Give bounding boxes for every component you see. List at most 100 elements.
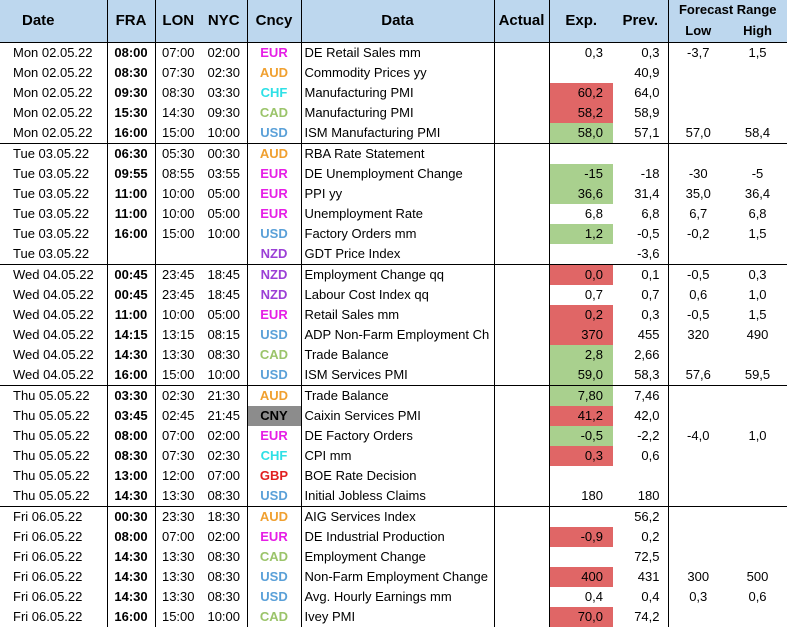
nyc-time-cell: 08:30 <box>207 549 241 564</box>
actual-cell <box>493 204 549 224</box>
expected-cell <box>548 244 613 265</box>
nyc-time-cell: 10:00 <box>207 226 241 241</box>
nyc-time-cell: 10:00 <box>207 609 241 624</box>
forecast-low-cell <box>667 466 728 486</box>
actual-cell <box>493 285 549 305</box>
expected-cell: 0,3 <box>548 42 613 63</box>
date-cell: Tue 03.05.22 <box>13 246 90 261</box>
forecast-high-cell <box>728 486 787 507</box>
fra-time-cell: 14:30 <box>106 547 155 567</box>
table-row: Tue 03.05.22 06:30 05:30 00:30 AUD RBA Rate S… <box>0 143 787 164</box>
actual-cell <box>493 587 549 607</box>
expected-cell: 1,2 <box>548 224 613 244</box>
nyc-time-cell: 02:00 <box>201 42 247 63</box>
forecast-high-cell <box>728 506 787 527</box>
lon-time-cell: 07:30 <box>154 63 201 83</box>
expected-cell: -15 <box>548 164 613 184</box>
actual-cell <box>493 123 549 144</box>
previous-cell: 431 <box>637 569 660 584</box>
currency-cell: AUD <box>246 385 301 406</box>
expected-cell: 400 <box>548 567 613 587</box>
fra-time-cell: 16:00 <box>106 607 155 627</box>
nyc-time-cell: 05:00 <box>207 206 241 221</box>
event-name-cell: DE Unemployment Change <box>300 164 494 184</box>
lon-time-cell: 13:30 <box>154 486 201 507</box>
previous-cell: 57,1 <box>634 125 660 140</box>
fra-time-cell: 11:00 <box>106 305 155 325</box>
expected-cell: -0,9 <box>548 527 613 547</box>
previous-cell <box>613 143 668 164</box>
currency-cell: USD <box>246 567 301 587</box>
lon-time-cell: 10:00 <box>154 305 201 325</box>
previous-cell: 40,9 <box>634 65 660 80</box>
currency-cell: USD <box>246 587 301 607</box>
currency-cell: NZD <box>246 285 301 305</box>
date-cell: Fri 06.05.22 <box>0 506 107 527</box>
forecast-high-cell: 6,8 <box>748 206 767 221</box>
forecast-high-cell: 1,5 <box>748 307 767 322</box>
currency-cell: EUR <box>246 164 301 184</box>
actual-cell <box>493 63 549 83</box>
forecast-low-cell <box>667 547 728 567</box>
fra-time-cell: 09:30 <box>106 83 155 103</box>
fra-time-cell: 13:00 <box>106 466 155 486</box>
event-name-cell: BOE Rate Decision <box>300 466 494 486</box>
table-row: Tue 03.05.22 09:55 08:55 03:55 EUR DE Unemplo… <box>0 164 787 184</box>
header-actual: Actual <box>493 0 549 43</box>
forecast-low-cell <box>667 486 728 507</box>
expected-cell: -0,5 <box>548 426 613 446</box>
expected-cell <box>548 63 613 83</box>
expected-cell <box>548 547 613 567</box>
date-cell: Tue 03.05.22 <box>13 226 90 241</box>
nyc-time-cell: 00:30 <box>201 143 247 164</box>
fra-time-cell: 15:30 <box>106 103 155 123</box>
expected-cell: 0,7 <box>548 285 613 305</box>
date-cell: Thu 05.05.22 <box>13 488 90 503</box>
fra-time-cell: 08:00 <box>106 42 155 63</box>
forecast-low-cell <box>667 385 728 406</box>
event-name-cell: Trade Balance <box>300 345 494 365</box>
fra-time-cell: 08:00 <box>106 426 155 446</box>
previous-cell: -18 <box>640 166 660 181</box>
previous-cell: 74,2 <box>634 609 660 624</box>
table-row: Wed 04.05.22 14:30 13:30 08:30 CAD Trade Bala… <box>0 345 787 365</box>
nyc-time-cell: 08:15 <box>207 327 241 342</box>
previous-cell: 64,0 <box>634 85 660 100</box>
table-row: Fri 06.05.22 00:30 23:30 18:30 AUD AIG Servic… <box>0 506 787 527</box>
table-row: Wed 04.05.22 16:00 15:00 10:00 USD ISM Servic… <box>0 365 787 386</box>
actual-cell <box>493 385 549 406</box>
table-row: Fri 06.05.22 14:30 13:30 08:30 USD Avg. Hourl… <box>0 587 787 607</box>
actual-cell <box>493 365 549 386</box>
forecast-low-cell: 57,0 <box>667 123 728 144</box>
forecast-high-cell: 36,4 <box>744 186 771 201</box>
nyc-time-cell: 07:00 <box>207 468 241 483</box>
currency-cell: USD <box>246 486 301 507</box>
date-cell: Fri 06.05.22 <box>13 529 83 544</box>
currency-cell: USD <box>246 325 301 345</box>
fra-time-cell: 14:30 <box>106 345 155 365</box>
fra-time-cell: 16:00 <box>106 224 155 244</box>
event-name-cell: Labour Cost Index qq <box>300 285 494 305</box>
event-name-cell: Manufacturing PMI <box>300 103 494 123</box>
forecast-low-cell <box>667 83 728 103</box>
expected-cell <box>548 143 613 164</box>
nyc-time-cell: 02:00 <box>207 428 241 443</box>
forecast-low-cell <box>667 506 728 527</box>
event-name-cell: ADP Non-Farm Employment Ch <box>300 325 494 345</box>
forecast-low-cell <box>667 63 728 83</box>
date-cell: Fri 06.05.22 <box>13 549 83 564</box>
lon-time-cell: 07:00 <box>154 527 201 547</box>
currency-cell: NZD <box>246 264 301 285</box>
currency-cell: CHF <box>246 446 301 466</box>
expected-cell: 370 <box>548 325 613 345</box>
currency-cell: AUD <box>246 506 301 527</box>
forecast-high-cell: 0,6 <box>748 589 767 604</box>
lon-time-cell: 13:30 <box>154 567 201 587</box>
fra-time-cell: 14:15 <box>106 325 155 345</box>
forecast-low-cell <box>667 143 728 164</box>
expected-cell: 0,4 <box>548 587 613 607</box>
forecast-high-cell: 59,5 <box>744 367 771 382</box>
fra-time-cell: 08:30 <box>106 63 155 83</box>
forecast-high-cell: 1,0 <box>748 287 767 302</box>
fra-time-cell: 16:00 <box>106 365 155 386</box>
